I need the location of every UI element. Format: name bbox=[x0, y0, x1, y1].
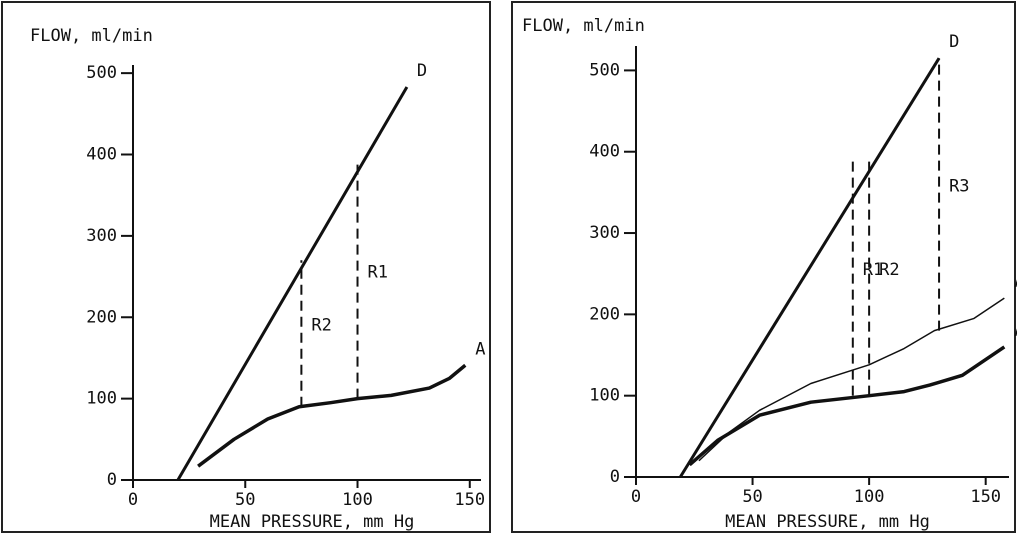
x-axis-title: MEAN PRESSURE, mm Hg bbox=[210, 512, 415, 532]
y-tick-label: 0 bbox=[107, 470, 117, 490]
series-label: D bbox=[949, 32, 959, 52]
y-axis-title: FLOW, ml/min bbox=[522, 16, 645, 36]
series-label: A2 bbox=[1014, 272, 1017, 292]
x-tick-label: 0 bbox=[128, 490, 138, 510]
series-line bbox=[698, 297, 1005, 462]
y-tick-label: 200 bbox=[86, 307, 117, 327]
x-tick-label: 0 bbox=[631, 487, 641, 507]
panel-frame bbox=[511, 1, 1016, 533]
y-tick-label: 100 bbox=[589, 386, 620, 406]
y-tick-label: 0 bbox=[610, 467, 620, 487]
series-label: A1 bbox=[1014, 321, 1017, 341]
x-axis-title: MEAN PRESSURE, mm Hg bbox=[725, 512, 930, 532]
series-line bbox=[679, 57, 941, 478]
dashed-label: R3 bbox=[949, 176, 969, 196]
y-tick-label: 400 bbox=[589, 142, 620, 162]
panel-frame bbox=[1, 1, 491, 533]
x-tick-label: 100 bbox=[342, 490, 373, 510]
x-tick-label: 150 bbox=[454, 490, 485, 510]
dashed-label: R2 bbox=[311, 316, 331, 336]
y-axis-title: FLOW, ml/min bbox=[30, 26, 153, 46]
x-tick-label: 150 bbox=[970, 487, 1001, 507]
y-tick-label: 300 bbox=[589, 223, 620, 243]
y-tick-label: 300 bbox=[86, 226, 117, 246]
dashed-label: R1 bbox=[368, 263, 388, 283]
series-line bbox=[197, 363, 467, 468]
dashed-label: R1 bbox=[863, 260, 883, 280]
y-tick-label: 200 bbox=[589, 304, 620, 324]
series-line bbox=[688, 345, 1006, 467]
y-tick-label: 500 bbox=[86, 63, 117, 83]
x-tick-label: 100 bbox=[854, 487, 885, 507]
x-tick-label: 50 bbox=[235, 490, 255, 510]
series-label: D bbox=[417, 61, 427, 81]
x-tick-label: 50 bbox=[742, 487, 762, 507]
series-line bbox=[176, 86, 409, 481]
y-tick-label: 400 bbox=[86, 145, 117, 165]
series-label: A bbox=[475, 339, 485, 359]
y-tick-label: 100 bbox=[86, 389, 117, 409]
dashed-label: R2 bbox=[879, 260, 899, 280]
y-tick-label: 500 bbox=[589, 60, 620, 80]
